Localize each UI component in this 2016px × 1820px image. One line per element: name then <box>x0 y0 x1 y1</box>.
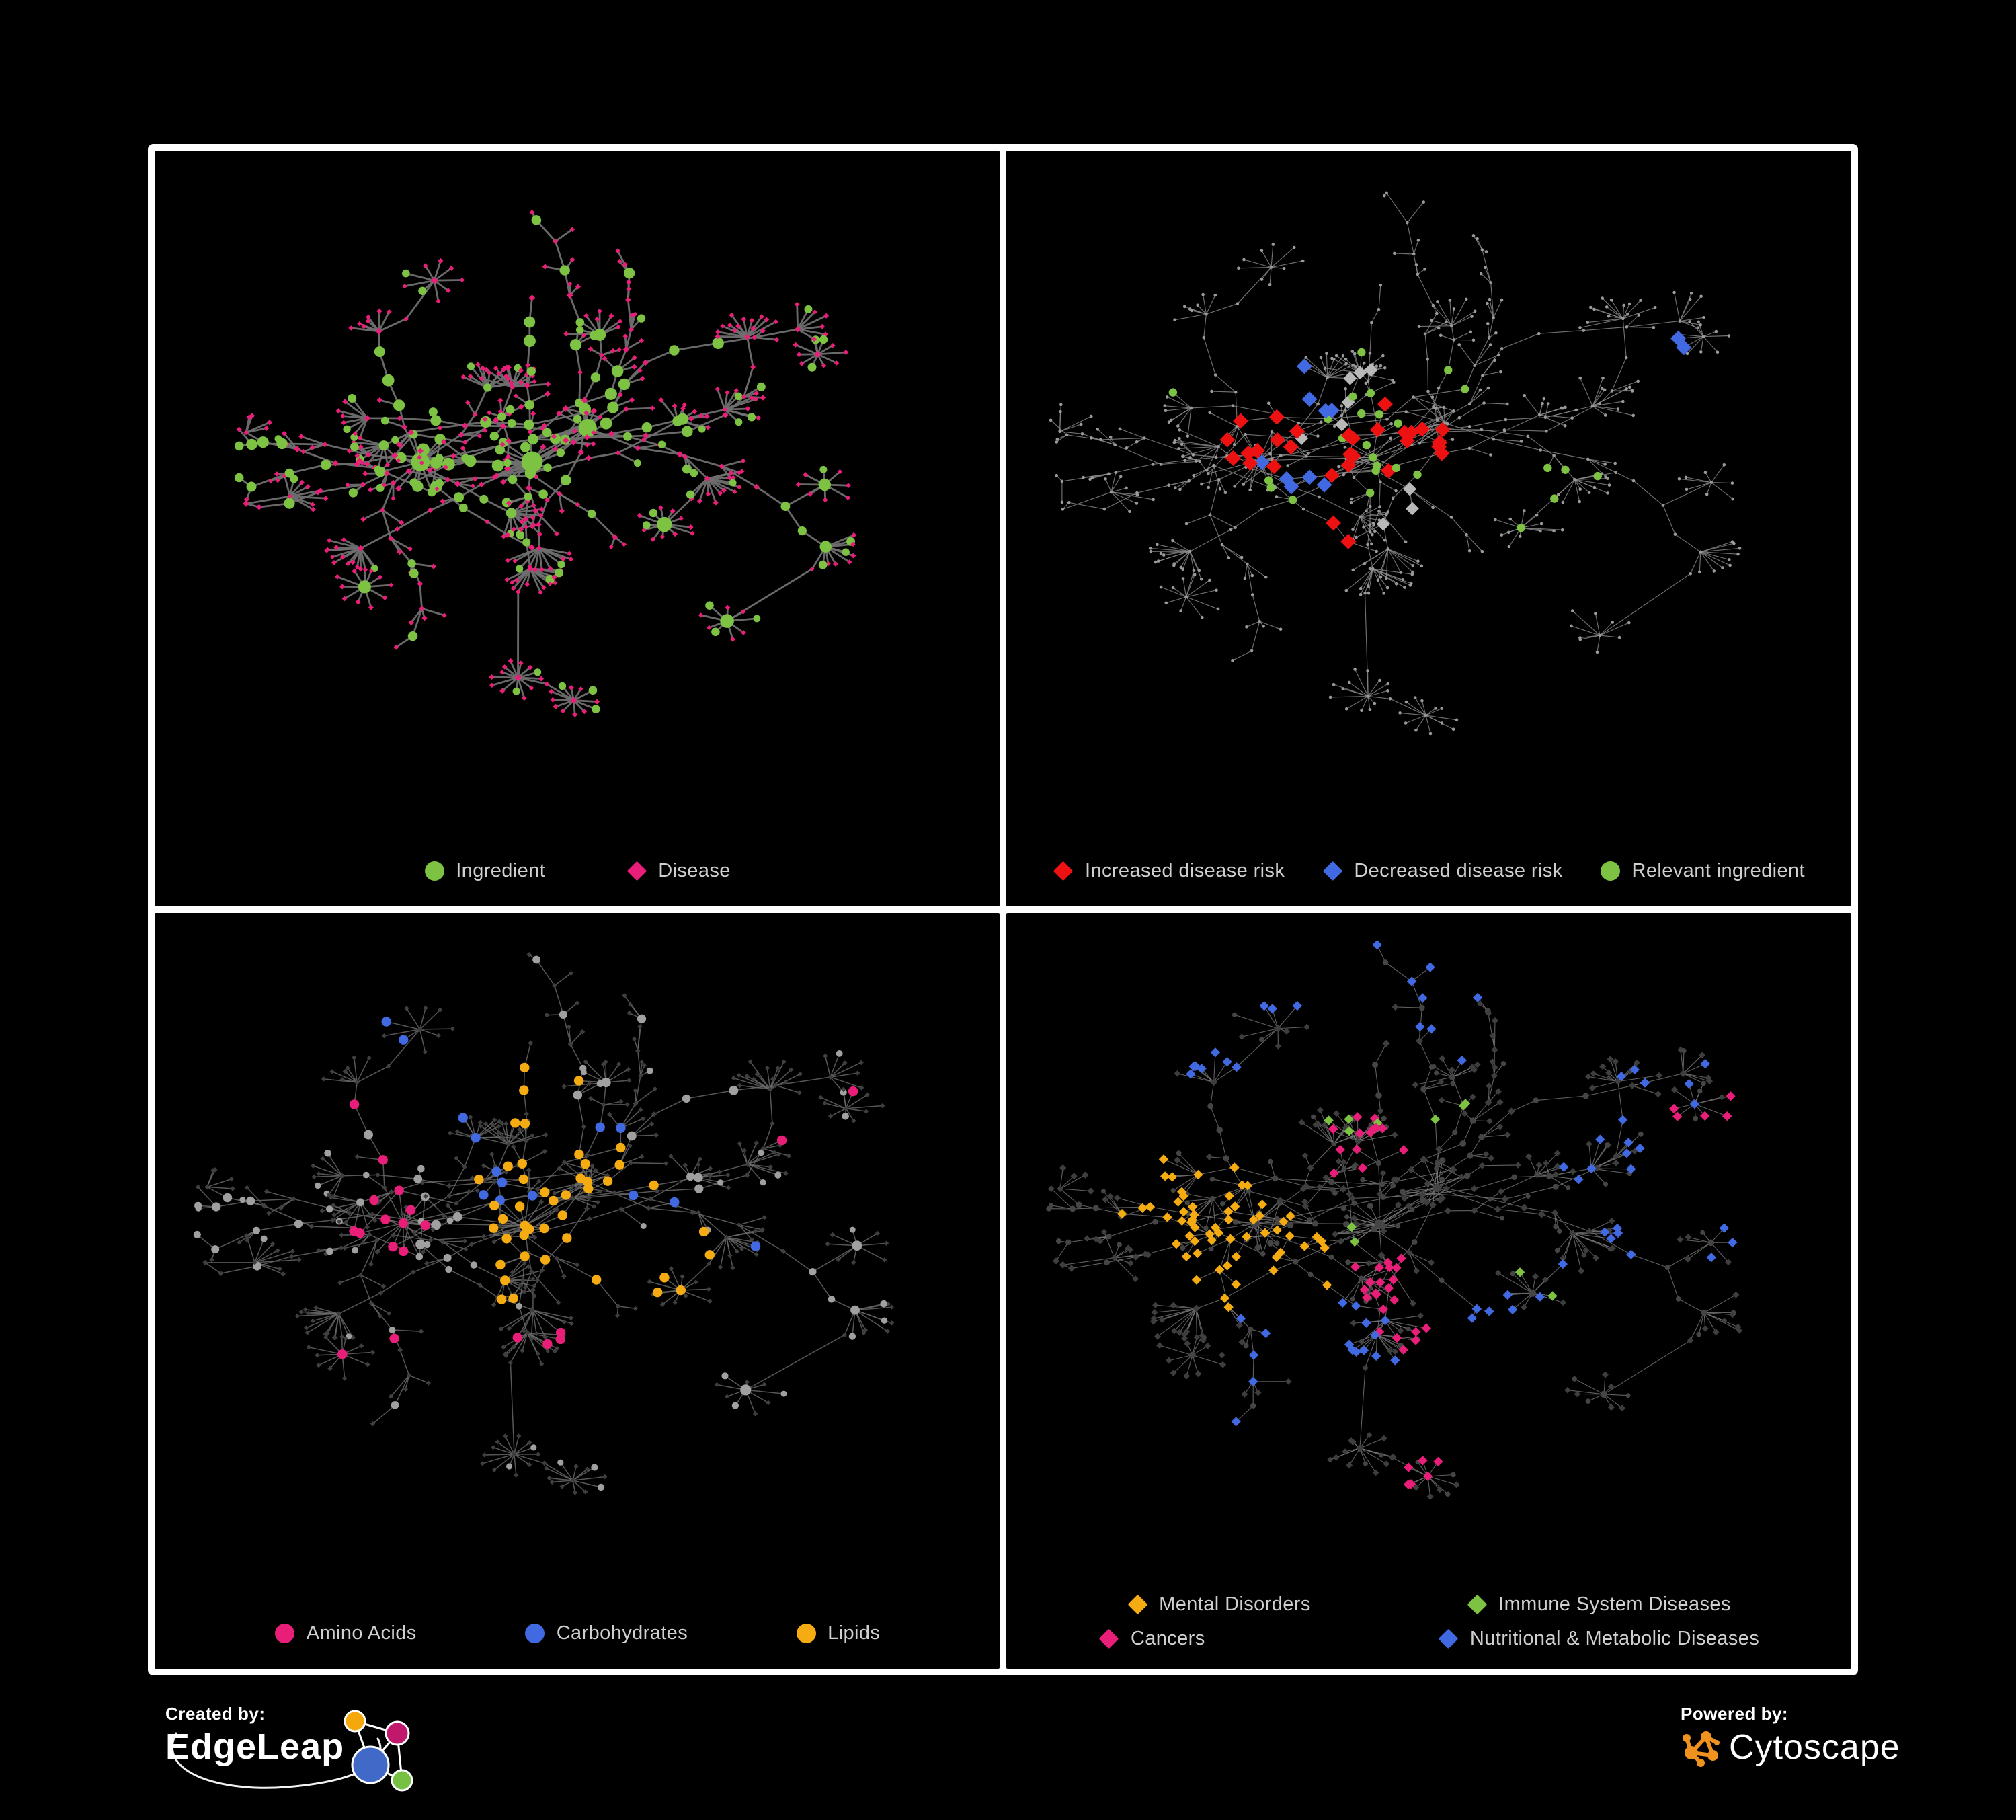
circle-swatch-icon <box>795 1623 817 1645</box>
network-edges-layer <box>1048 944 1740 1497</box>
legend-item-disease: Disease <box>626 860 731 882</box>
legend-label: Ingredient <box>456 860 546 881</box>
edgeleap-wordmark: EdgeLeap <box>165 1727 345 1767</box>
legend-label: Carbohydrates <box>556 1622 688 1644</box>
diamond-swatch-icon <box>1466 1594 1488 1616</box>
panel-ingredient-disease: Ingredient Disease <box>155 151 1000 906</box>
legend-item-increased-disease-risk: Increased disease risk <box>1053 860 1285 882</box>
diamond-swatch-icon <box>1127 1594 1148 1616</box>
network-edges-layer <box>1050 192 1740 734</box>
legend-label: Amino Acids <box>306 1622 417 1644</box>
disease-categories-network-graph <box>1046 940 1743 1500</box>
legend-label: Increased disease risk <box>1084 860 1285 881</box>
diamond-swatch-icon <box>1438 1628 1459 1650</box>
legend-ingredient-disease: Ingredient Disease <box>155 860 1000 882</box>
legend-item-ingredient: Ingredient <box>424 860 545 882</box>
created-by-label: Created by: <box>165 1704 266 1724</box>
legend-item-immune-system-diseases: Immune System Diseases <box>1466 1593 1731 1616</box>
network-nodes-layer <box>1046 959 1743 1500</box>
diamond-swatch-icon <box>1322 861 1343 882</box>
network-nodes-layer <box>1049 191 1742 736</box>
circle-swatch-icon <box>424 861 445 882</box>
legend-item-decreased-disease-risk: Decreased disease risk <box>1322 860 1562 882</box>
legend-label: Nutritional & Metabolic Diseases <box>1469 1628 1760 1649</box>
circle-swatch-icon <box>524 1623 546 1645</box>
diamond-swatch-icon <box>626 861 647 882</box>
cytoscape-logo-icon <box>1683 1731 1720 1767</box>
legend-label: Lipids <box>828 1622 881 1644</box>
cytoscape-wordmark: Cytoscape <box>1729 1728 1900 1767</box>
circle-swatch-icon <box>274 1623 296 1645</box>
circle-swatch-icon <box>1600 861 1621 882</box>
legend-item-cancers: Cancers <box>1098 1628 1438 1650</box>
network-highlight-layer <box>337 1017 858 1359</box>
legend-disease-risk: Increased disease risk Decreased disease … <box>1006 860 1851 882</box>
legend-label: Cancers <box>1130 1628 1205 1649</box>
diamond-swatch-icon <box>1053 861 1074 882</box>
legend-item-relevant-ingredient: Relevant ingredient <box>1600 860 1805 882</box>
legend-item-lipids: Lipids <box>795 1622 880 1645</box>
panel-ingredient-classes: Amino Acids Carbohydrates Lipids <box>155 913 1000 1669</box>
legend-label: Mental Disorders <box>1159 1593 1311 1615</box>
legend-disease-categories: Mental Disorders Immune System Diseases Ca… <box>1006 1593 1851 1650</box>
panel-disease-risk: Increased disease risk Decreased disease … <box>1006 151 1851 906</box>
legend-item-nutritional-metabolic-diseases: Nutritional & Metabolic Diseases <box>1438 1628 1759 1650</box>
network-highlight-layer <box>1168 330 1692 549</box>
disease-risk-network-graph <box>1049 191 1742 736</box>
powered-by-label: Powered by: <box>1681 1704 1789 1724</box>
ingredient-disease-network-graph <box>234 210 857 717</box>
network-grid: Ingredient Disease Increased disease risk… <box>148 144 1858 1675</box>
powered-by-credit: Powered by: Cytoscape <box>1681 1704 1963 1811</box>
legend-item-amino-acids: Amino Acids <box>274 1622 417 1645</box>
legend-ingredient-classes: Amino Acids Carbohydrates Lipids <box>155 1622 1000 1645</box>
diamond-swatch-icon <box>1098 1628 1120 1650</box>
legend-item-carbohydrates: Carbohydrates <box>524 1622 688 1645</box>
created-by-credit: Created by: EdgeLeap <box>165 1704 454 1811</box>
network-edges-layer <box>238 211 855 716</box>
legend-label: Disease <box>658 860 731 881</box>
legend-item-mental-disorders: Mental Disorders <box>1127 1593 1466 1616</box>
network-nodes-layer <box>234 210 857 717</box>
ingredient-classes-network-graph <box>193 952 895 1495</box>
legend-label: Relevant ingredient <box>1631 860 1806 881</box>
legend-label: Decreased disease risk <box>1354 860 1563 881</box>
panel-disease-categories: Mental Disorders Immune System Diseases Ca… <box>1006 913 1851 1669</box>
legend-label: Immune System Diseases <box>1498 1593 1731 1615</box>
network-highlight-layer <box>1117 940 1738 1490</box>
network-edges-layer <box>196 953 893 1493</box>
